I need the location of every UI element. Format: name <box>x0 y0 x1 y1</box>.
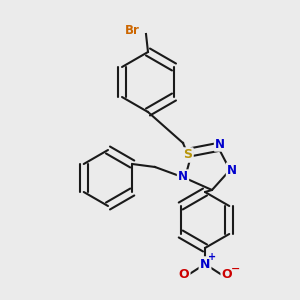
Text: −: − <box>231 264 241 274</box>
Text: +: + <box>208 252 216 262</box>
Text: S: S <box>184 148 193 161</box>
Text: N: N <box>215 137 225 151</box>
Text: O: O <box>179 268 189 281</box>
Text: N: N <box>227 164 237 176</box>
Text: N: N <box>178 170 188 184</box>
Text: O: O <box>222 268 232 281</box>
Text: N: N <box>200 257 210 271</box>
Text: Br: Br <box>124 23 140 37</box>
